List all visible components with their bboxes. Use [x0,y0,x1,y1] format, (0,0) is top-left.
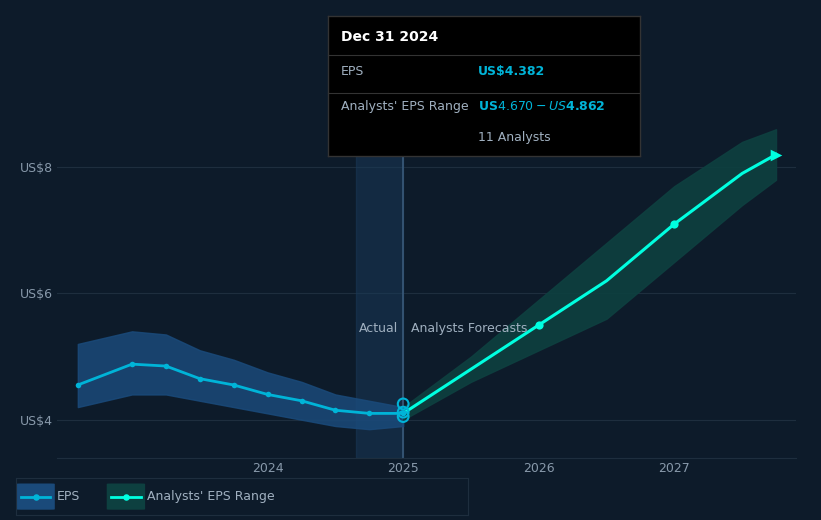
Text: Analysts' EPS Range: Analysts' EPS Range [148,490,275,503]
Point [397,412,410,421]
Point [329,406,342,414]
FancyBboxPatch shape [16,484,55,510]
Text: US$4.382: US$4.382 [478,64,545,77]
Text: Analysts' EPS Range: Analysts' EPS Range [341,100,469,113]
Text: EPS: EPS [57,490,80,503]
Text: EPS: EPS [341,64,365,77]
Point [667,220,681,228]
Text: Actual: Actual [359,322,397,335]
Point [295,397,308,405]
Text: 11 Analysts: 11 Analysts [478,131,551,144]
Text: US$4.670 - US$4.862: US$4.670 - US$4.862 [478,100,606,113]
Point [397,400,410,408]
Point [193,374,206,383]
Point [532,321,545,329]
Point [363,409,376,418]
Point [261,391,274,399]
Point [397,409,410,418]
Point [71,381,85,389]
FancyBboxPatch shape [107,484,145,510]
Point [397,408,410,417]
Text: Dec 31 2024: Dec 31 2024 [341,30,438,44]
Bar [355,104,403,458]
Point [126,360,139,368]
Point [227,381,241,389]
Text: Analysts Forecasts: Analysts Forecasts [411,322,528,335]
Point [159,362,172,370]
Point [769,150,782,159]
Point [412,327,425,335]
